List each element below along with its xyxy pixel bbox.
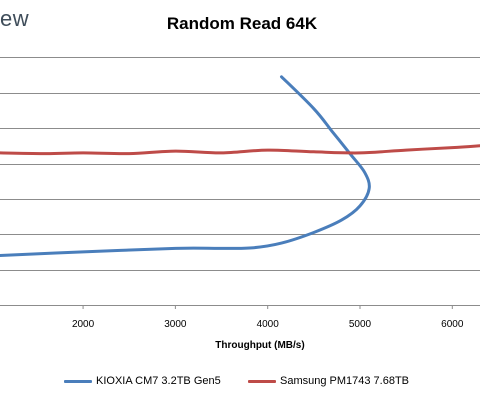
legend-swatch-samsung bbox=[248, 379, 276, 383]
legend-label-kioxia: KIOXIA CM7 3.2TB Gen5 bbox=[96, 375, 221, 387]
legend-label-samsung: Samsung PM1743 7.68TB bbox=[280, 375, 410, 387]
legend: KIOXIA CM7 3.2TB Gen5 Samsung PM1743 7.6… bbox=[60, 372, 480, 390]
legend-item-kioxia: KIOXIA CM7 3.2TB Gen5 bbox=[64, 372, 221, 390]
x-tick-label-2: 4000 bbox=[257, 319, 280, 330]
legend-item-samsung: Samsung PM1743 7.68TB bbox=[248, 372, 409, 390]
logo-fragment: ew bbox=[0, 6, 30, 31]
chart-title: Random Read 64K bbox=[166, 14, 318, 33]
x-tick-label-3: 5000 bbox=[349, 319, 372, 330]
x-tick-label-4: 6000 bbox=[441, 319, 464, 330]
x-axis-title: Throughput (MB/s) bbox=[215, 340, 305, 351]
x-tick-label-1: 3000 bbox=[164, 319, 187, 330]
legend-swatch-kioxia bbox=[64, 379, 92, 383]
x-tick-label-0: 2000 bbox=[72, 319, 95, 330]
series-line-1 bbox=[0, 144, 480, 156]
series-line-0 bbox=[0, 75, 371, 257]
